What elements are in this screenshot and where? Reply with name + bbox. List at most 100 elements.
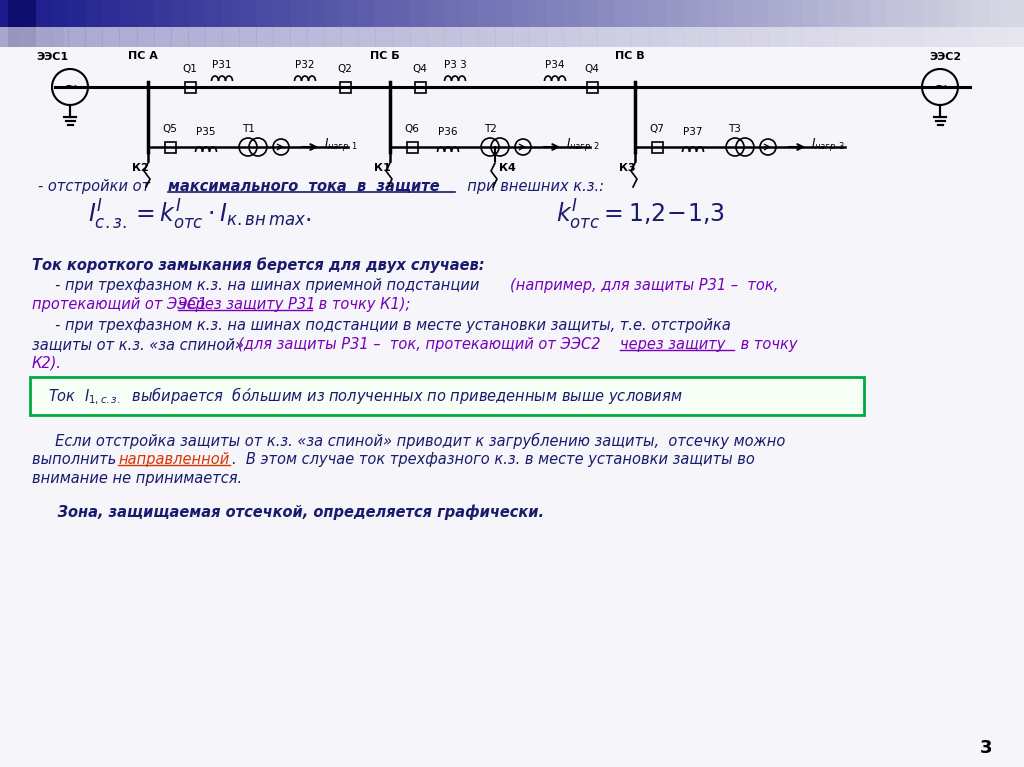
Text: (например, для защиты Р31 –  ток,: (например, для защиты Р31 – ток, — [510, 278, 778, 293]
Bar — [651, 141, 663, 153]
Bar — [734, 0, 752, 27]
Text: Q7: Q7 — [649, 124, 665, 134]
Bar — [990, 27, 1008, 47]
Bar — [415, 81, 426, 93]
Bar — [256, 27, 274, 47]
Text: T2: T2 — [483, 124, 497, 134]
Text: ~: ~ — [933, 78, 947, 96]
Bar — [837, 0, 854, 27]
Bar — [648, 27, 667, 47]
Bar — [717, 0, 735, 27]
Text: через защиту Р31: через защиту Р31 — [178, 297, 315, 312]
Bar — [888, 27, 905, 47]
Bar — [587, 81, 597, 93]
Bar — [239, 27, 257, 47]
Text: через защиту: через защиту — [620, 337, 725, 352]
Bar — [478, 27, 496, 47]
Text: Ток короткого замыкания берется для двух случаев:: Ток короткого замыкания берется для двух… — [32, 257, 484, 273]
Text: Q5: Q5 — [163, 124, 177, 134]
Bar — [136, 27, 155, 47]
Bar — [341, 0, 359, 27]
Text: ~: ~ — [63, 78, 77, 96]
Bar — [8, 27, 36, 47]
Bar — [802, 27, 820, 47]
Bar — [546, 0, 564, 27]
Bar — [939, 0, 956, 27]
Bar — [427, 0, 444, 27]
Bar — [205, 27, 223, 47]
Bar — [187, 0, 206, 27]
Bar — [171, 0, 188, 27]
Bar — [648, 0, 667, 27]
Bar — [392, 27, 411, 47]
Bar — [819, 27, 838, 47]
Bar — [102, 27, 121, 47]
Text: Если отстройка защиты от к.з. «за спиной» приводит к загрублению защиты,  отсечк: Если отстройка защиты от к.з. «за спиной… — [32, 433, 785, 449]
Bar — [1007, 0, 1024, 27]
Text: $k^{I}_{отс} = 1{,}2\!-\!1{,}3$: $k^{I}_{отс} = 1{,}2\!-\!1{,}3$ — [556, 198, 724, 232]
Bar — [136, 0, 155, 27]
Bar — [341, 27, 359, 47]
Bar — [1007, 27, 1024, 47]
Bar — [666, 27, 684, 47]
Bar — [17, 0, 35, 27]
Text: Р32: Р32 — [295, 60, 314, 70]
Text: направленной: направленной — [118, 452, 229, 467]
Bar — [632, 0, 649, 27]
Bar — [939, 27, 956, 47]
Bar — [955, 27, 974, 47]
Text: ПС Б: ПС Б — [371, 51, 399, 61]
Text: 3: 3 — [980, 739, 992, 757]
FancyBboxPatch shape — [30, 377, 864, 415]
Bar — [51, 0, 70, 27]
Bar — [922, 27, 940, 47]
Bar — [443, 27, 462, 47]
Bar — [69, 27, 86, 47]
Text: - при трехфазном к.з. на шинах подстанции в месте установки защиты, т.е. отстрой: - при трехфазном к.з. на шинах подстанци… — [32, 318, 731, 333]
Bar — [0, 27, 18, 47]
Bar — [222, 27, 240, 47]
Bar — [290, 0, 308, 27]
Bar — [154, 0, 172, 27]
Bar — [853, 0, 871, 27]
Text: $I_{нагр.3}$: $I_{нагр.3}$ — [811, 137, 845, 153]
Text: максимального  тока  в  защите: максимального тока в защите — [168, 179, 439, 194]
Bar — [8, 0, 36, 27]
Text: ПС В: ПС В — [615, 51, 645, 61]
Bar — [85, 0, 103, 27]
Bar — [581, 0, 598, 27]
Bar — [632, 27, 649, 47]
Bar — [290, 27, 308, 47]
Bar — [973, 27, 991, 47]
Text: Q4: Q4 — [413, 64, 427, 74]
Bar — [187, 27, 206, 47]
Text: Ток  $I_{1,с.з.}$  выбирается  бо́льшим из полученных по приведенным выше услови: Ток $I_{1,с.з.}$ выбирается бо́льшим из … — [48, 385, 683, 407]
Text: защиты от к.з. «за спиной»: защиты от к.з. «за спиной» — [32, 337, 249, 352]
Text: Q2: Q2 — [338, 64, 352, 74]
Bar — [597, 0, 615, 27]
Bar — [34, 27, 52, 47]
Text: протекающий от ЭЭС1: протекающий от ЭЭС1 — [32, 297, 212, 312]
Bar — [69, 0, 86, 27]
Text: при внешних к.з.:: при внешних к.з.: — [458, 179, 604, 194]
Bar — [546, 27, 564, 47]
Text: К3: К3 — [618, 163, 635, 173]
Bar — [478, 0, 496, 27]
Bar — [376, 0, 393, 27]
Text: Q6: Q6 — [404, 124, 420, 134]
Bar — [785, 27, 803, 47]
Bar — [495, 0, 513, 27]
Text: Р34: Р34 — [545, 60, 565, 70]
Bar — [184, 81, 196, 93]
Bar — [529, 0, 547, 27]
Text: .  В этом случае ток трехфазного к.з. в месте установки защиты во: . В этом случае ток трехфазного к.з. в м… — [232, 452, 755, 467]
Text: Р37: Р37 — [683, 127, 702, 137]
Text: $I_{нагр.1}$: $I_{нагр.1}$ — [324, 137, 358, 153]
Bar — [17, 27, 35, 47]
Bar — [495, 27, 513, 47]
Bar — [171, 27, 188, 47]
Bar — [376, 27, 393, 47]
Text: в точку: в точку — [736, 337, 798, 352]
Bar — [768, 0, 786, 27]
Bar — [802, 0, 820, 27]
